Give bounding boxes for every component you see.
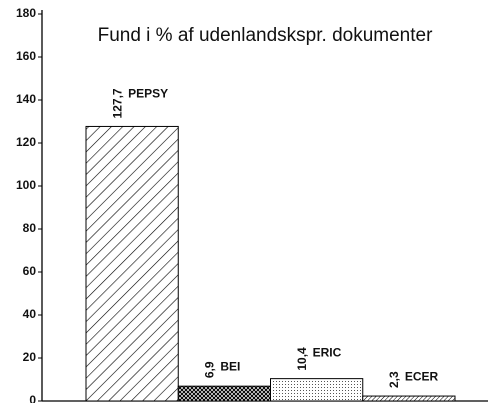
- y-tick-label: 180: [16, 6, 36, 20]
- y-tick-label: 40: [23, 307, 37, 321]
- category-label: BEI: [220, 360, 240, 374]
- y-tick-label: 60: [23, 264, 37, 278]
- value-label: 2,3: [387, 371, 401, 388]
- value-label: 10,4: [295, 347, 309, 371]
- y-tick-label: 0: [29, 393, 36, 403]
- y-tick-label: 120: [16, 135, 36, 149]
- category-label: PEPSY: [128, 87, 168, 101]
- chart-title: Fund i % af udenlandskspr. dokumenter: [98, 25, 433, 46]
- y-tick-label: 160: [16, 49, 36, 63]
- y-tick-label: 100: [16, 178, 36, 192]
- category-label: ECER: [405, 370, 439, 384]
- bar: [362, 395, 456, 402]
- value-label: 6,9: [203, 361, 217, 378]
- y-tick-label: 20: [23, 350, 37, 364]
- value-label: 127,7: [110, 88, 124, 118]
- bar: [85, 125, 179, 402]
- bar: [270, 378, 364, 402]
- y-tick-label: 140: [16, 92, 36, 106]
- category-label: ERIC: [313, 345, 342, 359]
- y-tick-label: 80: [23, 221, 37, 235]
- bar: [177, 385, 271, 402]
